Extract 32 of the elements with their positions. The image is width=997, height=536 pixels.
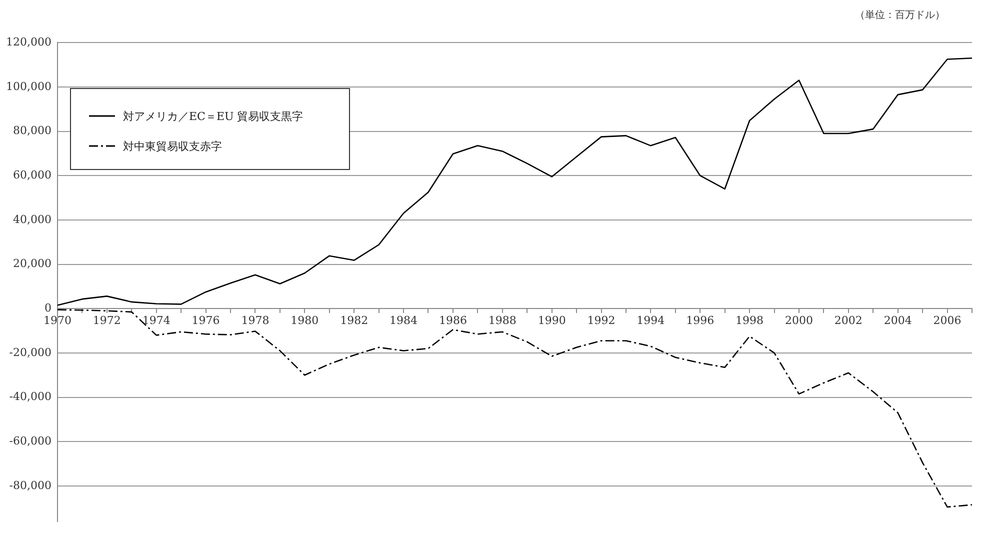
x-tick-label: 1984 (390, 314, 418, 328)
x-tick-label: 2006 (933, 314, 962, 328)
y-tick-label: -60,000 (9, 434, 52, 448)
x-tick-label: 2004 (884, 314, 912, 328)
y-tick-label: -40,000 (9, 390, 52, 404)
x-tick-label: 1988 (488, 314, 516, 328)
x-tick-label: 1990 (538, 314, 566, 328)
y-tick-label: 40,000 (12, 212, 52, 226)
y-tick-label: -80,000 (9, 478, 52, 492)
x-tick-label: 1974 (142, 314, 170, 328)
x-tick-label: 1996 (686, 314, 714, 328)
y-tick-label: 80,000 (12, 124, 52, 138)
x-tick-label: 1978 (241, 314, 270, 328)
x-tick-label: 1994 (636, 314, 665, 328)
x-tick-label: 1998 (736, 314, 764, 328)
y-tick-label: 20,000 (12, 257, 52, 270)
x-tick-label: 1982 (340, 314, 368, 328)
x-tick-label: 1972 (92, 314, 121, 328)
x-tick-label: 1992 (587, 314, 616, 328)
x-tick-label: 1980 (290, 314, 319, 328)
x-tick-label: 1986 (438, 314, 467, 328)
y-tick-label: 60,000 (12, 168, 52, 182)
x-tick-label: 1976 (192, 314, 220, 328)
x-tick-label: 2002 (834, 314, 862, 328)
y-tick-label: -20,000 (9, 346, 52, 359)
text: （単位：百万ドル） (855, 9, 945, 22)
y-tick-label: 0 (44, 301, 52, 314)
legend-label: 対中東貿易収支赤字 (123, 138, 222, 154)
y-tick-label: 100,000 (6, 80, 52, 93)
y-tick-label: 120,000 (6, 35, 52, 48)
legend-label: 対アメリカ／EC＝EU 貿易収支黒字 (123, 108, 304, 124)
x-tick-label: 2000 (784, 314, 813, 328)
